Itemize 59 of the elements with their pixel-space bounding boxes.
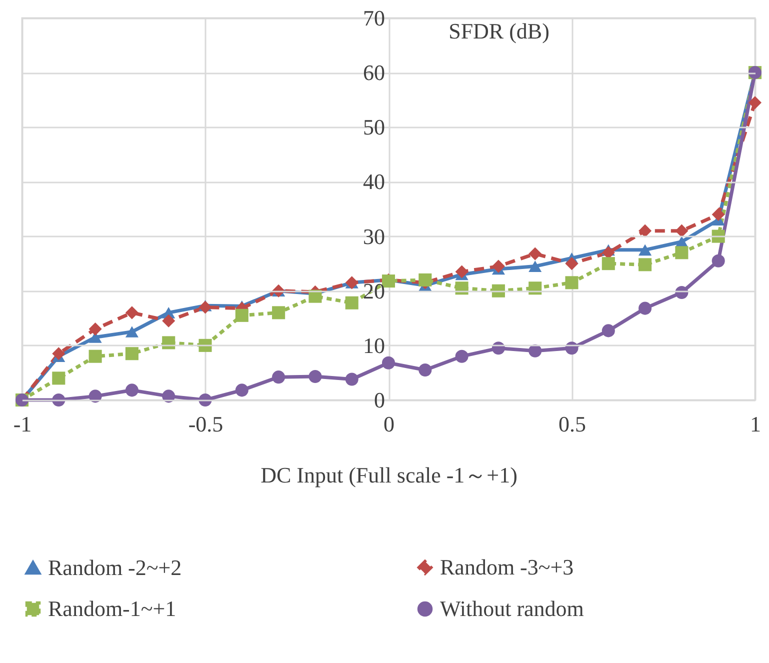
legend-label: Random -3~+3 — [440, 554, 574, 580]
point — [308, 370, 322, 384]
point — [272, 370, 286, 384]
point — [528, 260, 542, 272]
point — [88, 322, 102, 336]
point — [455, 350, 468, 363]
point — [675, 246, 688, 260]
x-tick-label: -1 — [13, 412, 32, 436]
point — [52, 347, 66, 360]
point — [748, 96, 762, 110]
point — [638, 258, 652, 272]
point — [345, 372, 358, 386]
point — [528, 344, 542, 358]
point — [602, 257, 615, 270]
x-tick-label: 1 — [750, 412, 761, 436]
x-tick-label: -0.5 — [188, 412, 224, 436]
point — [125, 384, 138, 397]
point — [345, 296, 358, 310]
point — [125, 306, 138, 320]
point — [52, 372, 66, 385]
point — [418, 273, 432, 286]
point — [455, 265, 468, 278]
point — [418, 363, 432, 376]
y-tick-label: 10 — [363, 332, 385, 358]
point — [125, 326, 138, 338]
point — [638, 302, 652, 315]
point — [382, 356, 396, 370]
point — [198, 300, 212, 314]
y-tick-label: 30 — [363, 224, 385, 249]
point — [712, 254, 725, 268]
point — [675, 224, 688, 238]
point — [162, 390, 176, 403]
point — [125, 347, 138, 360]
point — [565, 276, 578, 290]
legend-label: Random-1~+1 — [48, 596, 176, 621]
point — [235, 384, 248, 397]
point — [565, 257, 578, 270]
point — [88, 350, 102, 363]
point — [272, 306, 286, 320]
legend-label: Without random — [440, 596, 584, 621]
point — [235, 308, 248, 322]
point — [492, 260, 505, 273]
y-tick-label: 50 — [363, 114, 385, 140]
point — [198, 338, 212, 352]
point — [602, 246, 615, 260]
y-tick-label: 60 — [363, 60, 385, 86]
legend-label: Random -2~+2 — [48, 554, 182, 580]
point — [638, 244, 652, 256]
x-tick-label: 0.5 — [558, 412, 586, 436]
point — [602, 324, 615, 338]
x-axis-title: DC Input (Full scale -1～+1) — [260, 462, 518, 488]
point — [638, 224, 652, 238]
point — [162, 314, 176, 328]
point — [712, 208, 725, 221]
y-tick-label: 40 — [363, 169, 385, 194]
y-tick-label: 70 — [363, 6, 385, 30]
y-tick-label: 0 — [374, 388, 385, 412]
point — [528, 247, 542, 260]
y-axis-title: SFDR (dB) — [448, 18, 550, 44]
